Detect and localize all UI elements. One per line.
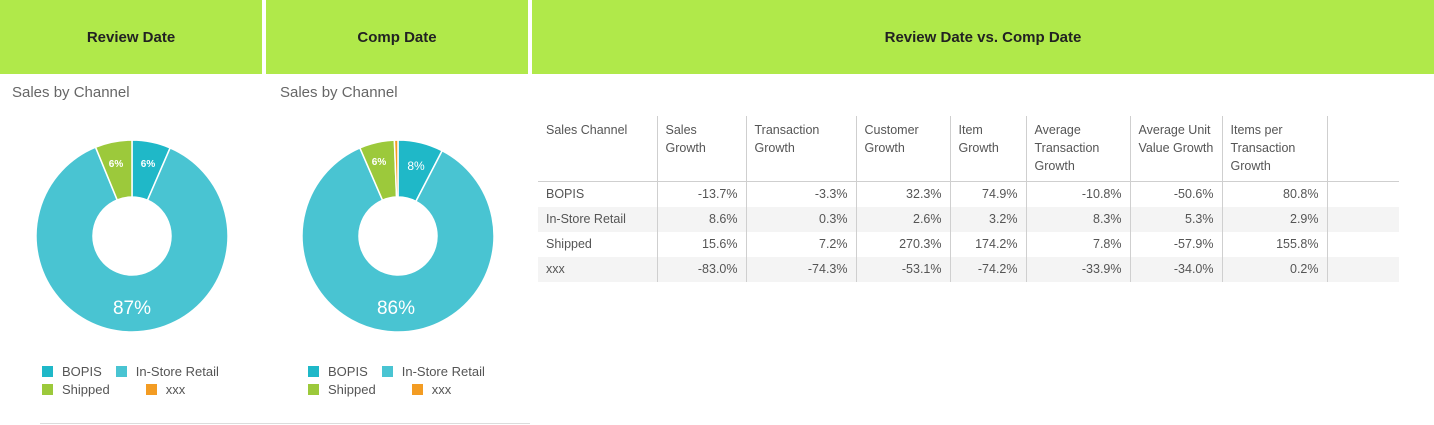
cell: 7.8% (1025, 232, 1130, 257)
growth-table: Sales Channel Sales Growth Transaction G… (538, 116, 1399, 282)
table-row: BOPIS -13.7% -3.3% 32.3% 74.9% -10.8% -5… (538, 181, 1399, 207)
review-legend: BOPIS In-Store Retail Shipped xxx (42, 362, 262, 398)
cell: Shipped (546, 237, 592, 251)
legend-item-instore[interactable]: In-Store Retail (115, 364, 219, 379)
table-row: In-Store Retail 8.6% 0.3% 2.6% 3.2% 8.3%… (538, 207, 1399, 232)
cell: 5.3% (1129, 207, 1222, 232)
col-header-customer-growth[interactable]: Customer Growth (855, 116, 950, 182)
legend-item-bopis[interactable]: BOPIS (42, 364, 102, 379)
cell: 270.3% (855, 232, 950, 257)
comp-legend: BOPIS In-Store Retail Shipped xxx (308, 362, 528, 398)
col-header-spacer (1326, 116, 1399, 182)
cell (1326, 181, 1399, 207)
table-header-row: Sales Channel Sales Growth Transaction G… (538, 116, 1399, 182)
cell: -53.1% (855, 257, 950, 282)
slice-instore-retail[interactable] (36, 146, 228, 332)
comp-donut-chart: 86% 8% 6% (302, 140, 494, 332)
cell (1326, 257, 1399, 282)
cell: 7.2% (745, 232, 856, 257)
cell: 2.9% (1221, 207, 1327, 232)
legend-item-xxx[interactable]: xxx (411, 382, 451, 397)
cell: 155.8% (1221, 232, 1327, 257)
slice-label-instore: 87% (113, 298, 151, 319)
table-row: xxx -83.0% -74.3% -53.1% -74.2% -33.9% -… (538, 257, 1399, 282)
cell: -50.6% (1129, 181, 1222, 207)
legend-item-instore[interactable]: In-Store Retail (381, 364, 485, 379)
cell: xxx (538, 257, 657, 282)
cell: -13.7% (656, 181, 746, 207)
cell: 3.2% (949, 207, 1026, 232)
cell: -33.9% (1025, 257, 1130, 282)
cell: 174.2% (949, 232, 1026, 257)
slice-instore-retail[interactable] (302, 146, 494, 332)
slice-label-shipped: 6% (372, 157, 387, 168)
cell: 80.8% (1221, 181, 1327, 207)
slice-label-shipped: 6% (109, 159, 124, 170)
cell: -10.8% (1025, 181, 1130, 207)
col-header-item-growth[interactable]: Item Growth (949, 116, 1026, 182)
review-vs-comp-header: Review Date vs. Comp Date (532, 0, 1434, 74)
legend-item-shipped[interactable]: Shipped (308, 382, 376, 397)
slice-xxx[interactable] (393, 140, 399, 198)
cell: -57.9% (1129, 232, 1222, 257)
slice-label-bopis: 8% (407, 159, 425, 173)
review-donut-chart: 87% 6% 6% (36, 140, 228, 332)
comp-date-header: Comp Date (266, 0, 528, 74)
col-header-avg-transaction-growth[interactable]: Average Transaction Growth (1025, 116, 1130, 182)
legend-item-xxx[interactable]: xxx (145, 382, 185, 397)
cell: 8.6% (656, 207, 746, 232)
cell: 15.6% (656, 232, 746, 257)
col-header-sales-growth[interactable]: Sales Growth (656, 116, 746, 182)
review-chart-title: Sales by Channel (12, 84, 130, 101)
col-header-items-per-transaction-growth[interactable]: Items per Transaction Growth (1221, 116, 1327, 182)
cell: 8.3% (1025, 207, 1130, 232)
review-date-header: Review Date (0, 0, 262, 74)
col-header-transaction-growth[interactable]: Transaction Growth (745, 116, 856, 182)
cell (1326, 232, 1399, 257)
cell: -74.3% (745, 257, 856, 282)
cell: 74.9% (949, 181, 1026, 207)
cell: 32.3% (855, 181, 950, 207)
cell: In-Store Retail (538, 207, 657, 232)
cell: -74.2% (949, 257, 1026, 282)
cell: -3.3% (745, 181, 856, 207)
cell: 0.2% (1221, 257, 1327, 282)
col-header-sales-channel[interactable]: Sales Channel (538, 116, 657, 182)
cell: 0.3% (745, 207, 856, 232)
cell (1326, 207, 1399, 232)
comp-chart-title: Sales by Channel (280, 84, 398, 101)
slice-shipped[interactable] (94, 140, 133, 201)
table-row: Shipped 15.6% 7.2% 270.3% 174.2% 7.8% -5… (538, 232, 1399, 257)
divider (40, 423, 530, 424)
cell: 2.6% (855, 207, 950, 232)
legend-item-bopis[interactable]: BOPIS (308, 364, 368, 379)
cell: -34.0% (1129, 257, 1222, 282)
cell: -83.0% (656, 257, 746, 282)
legend-item-shipped[interactable]: Shipped (42, 382, 110, 397)
col-header-avg-unit-value-growth[interactable]: Average Unit Value Growth (1129, 116, 1222, 182)
slice-label-bopis: 6% (141, 159, 156, 170)
cell: BOPIS (546, 187, 585, 201)
slice-label-instore: 86% (377, 298, 415, 319)
